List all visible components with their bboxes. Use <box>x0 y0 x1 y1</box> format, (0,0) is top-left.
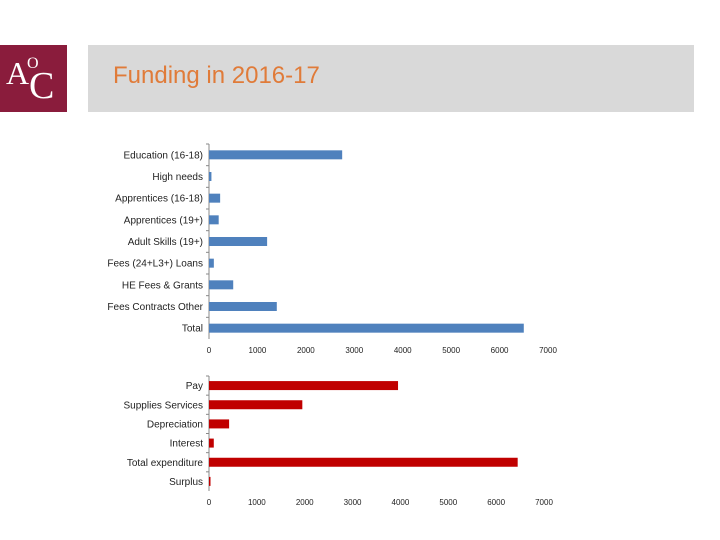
x-tick-label: 3000 <box>344 498 362 507</box>
bar <box>209 476 211 486</box>
bar <box>209 438 214 448</box>
logo-letter-o: O <box>27 55 39 72</box>
category-label: Apprentices (16-18) <box>115 194 203 205</box>
category-label: Fees Contracts Other <box>107 302 203 313</box>
category-label: Interest <box>170 439 204 450</box>
bar <box>209 381 399 391</box>
bar <box>209 323 524 333</box>
category-label: Apprentices (19+) <box>124 215 203 226</box>
category-label: Total expenditure <box>127 458 204 469</box>
bar <box>209 172 212 181</box>
bar <box>209 237 268 246</box>
bar <box>209 400 303 410</box>
x-tick-label: 0 <box>207 346 212 355</box>
logo-letter-a: A <box>6 55 30 91</box>
x-tick-label: 1000 <box>248 498 266 507</box>
bar <box>209 150 343 160</box>
category-label: Adult Skills (19+) <box>128 237 203 248</box>
page-title: Funding in 2016-17 <box>113 62 320 89</box>
category-label: Depreciation <box>147 419 203 430</box>
category-label: Total <box>182 324 203 335</box>
x-tick-label: 2000 <box>297 346 315 355</box>
category-label: Supplies Services <box>124 400 203 411</box>
category-label: Fees (24+L3+) Loans <box>107 259 203 270</box>
x-tick-label: 6000 <box>491 346 509 355</box>
income-chart: Education (16-18) High needs Apprentices (… <box>107 143 557 355</box>
expenditure-chart: Pay Supplies Services Depreciation Interest… <box>124 375 553 507</box>
aoc-logo: A O C <box>0 45 67 112</box>
bar <box>209 193 221 203</box>
x-tick-label: 4000 <box>394 346 412 355</box>
x-tick-label: 0 <box>207 498 212 507</box>
category-label: Surplus <box>169 477 203 488</box>
logo-letter-c: C <box>29 65 55 107</box>
bar <box>209 419 230 429</box>
x-tick-label: 4000 <box>392 498 410 507</box>
x-tick-label: 7000 <box>535 498 553 507</box>
x-tick-label: 3000 <box>345 346 363 355</box>
bar <box>209 457 518 467</box>
category-label: HE Fees & Grants <box>122 280 203 291</box>
bar <box>209 258 214 268</box>
category-label: High needs <box>152 172 203 183</box>
title-banner: Funding in 2016-17 <box>88 45 694 112</box>
bar <box>209 280 234 290</box>
x-tick-label: 2000 <box>296 498 314 507</box>
x-tick-label: 6000 <box>487 498 505 507</box>
x-tick-label: 1000 <box>249 346 267 355</box>
x-tick-label: 5000 <box>439 498 457 507</box>
bar <box>209 215 219 225</box>
x-tick-label: 5000 <box>442 346 460 355</box>
category-label: Pay <box>186 381 203 392</box>
category-label: Education (16-18) <box>124 150 204 161</box>
x-tick-label: 7000 <box>539 346 557 355</box>
bar <box>209 302 277 311</box>
